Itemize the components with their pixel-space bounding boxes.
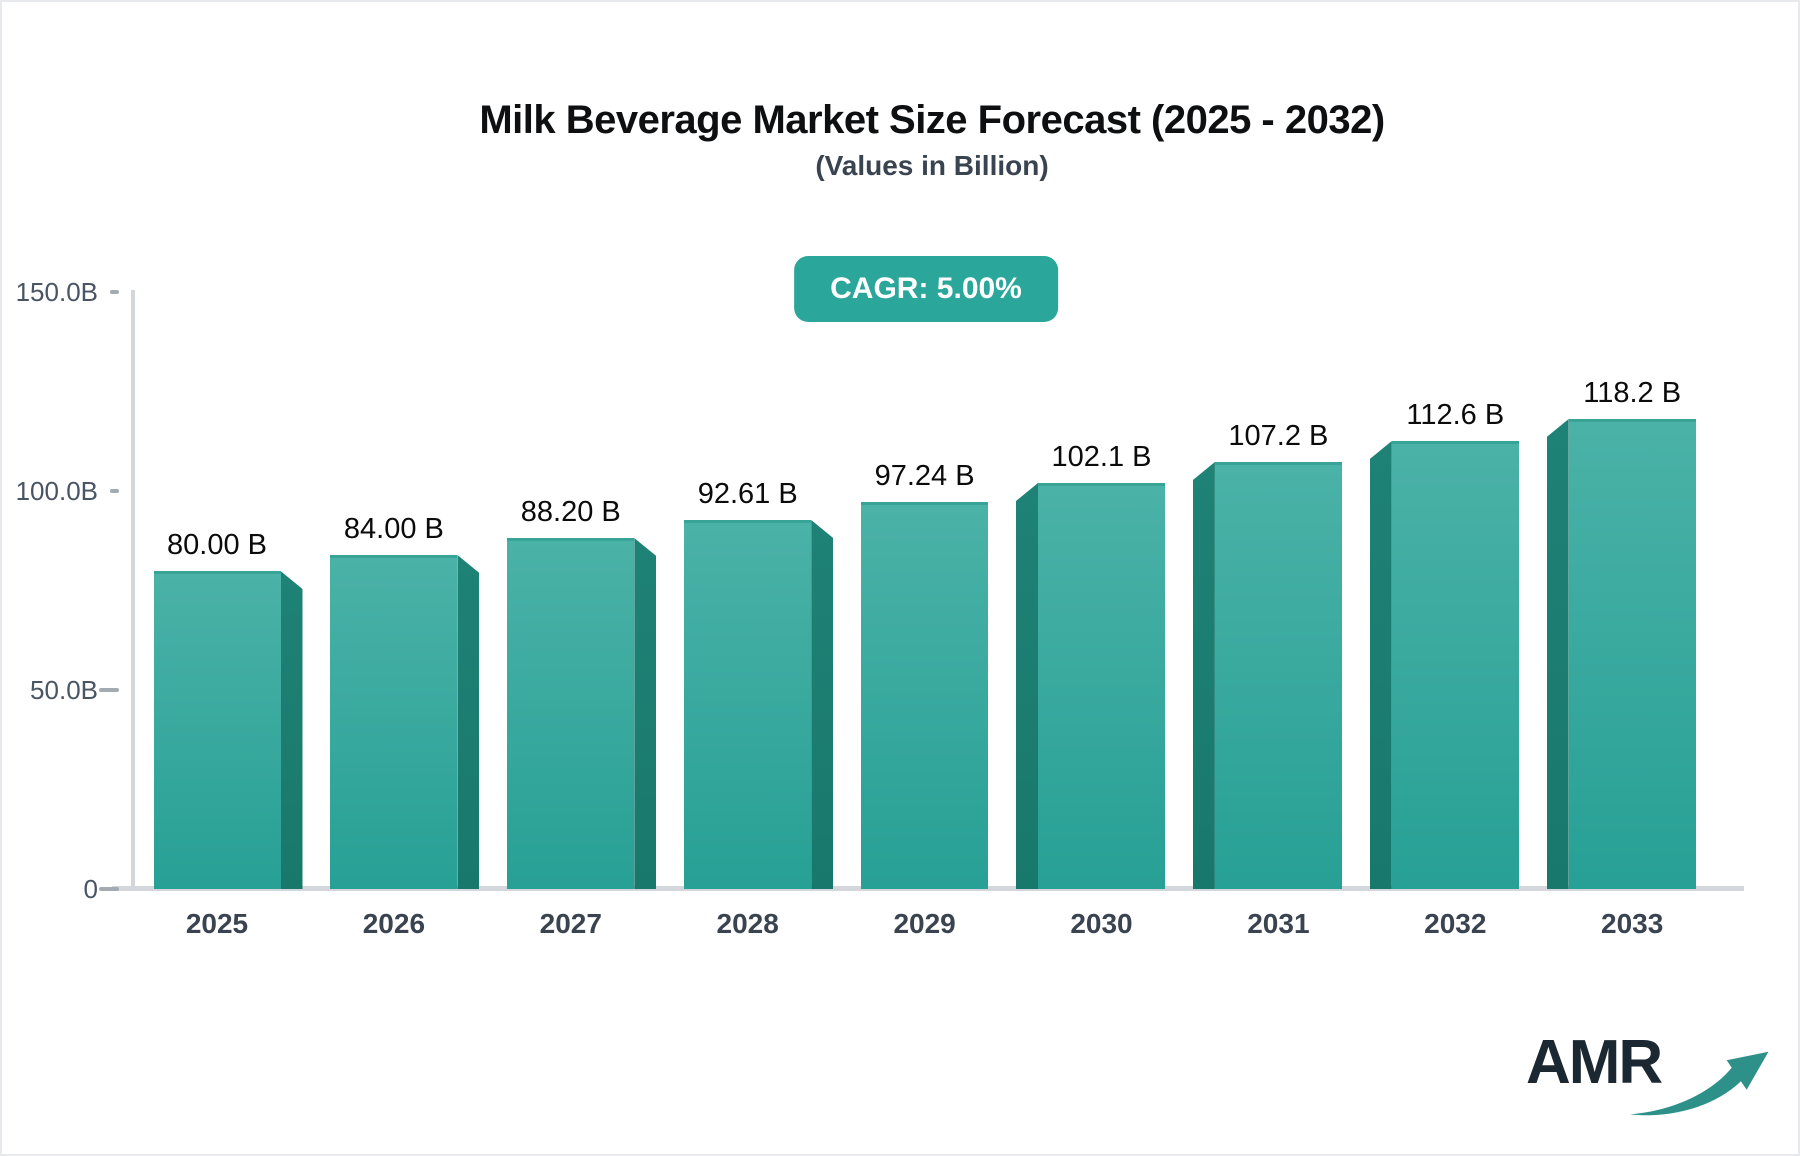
bar-value-label: 88.20 B	[520, 496, 621, 528]
bar	[1391, 441, 1519, 889]
y-tick-label: 150.0B	[15, 277, 98, 307]
amr-logo: AMR	[1526, 1032, 1786, 1124]
bar-3d-side	[1546, 419, 1569, 889]
x-axis-label: 2025	[185, 908, 249, 939]
x-axis-label: 2033	[1601, 908, 1664, 939]
y-tick-label: 0	[83, 874, 98, 904]
y-tick-mark	[99, 887, 119, 891]
x-axis-label: 2029	[893, 908, 956, 939]
chart-subtitle: (Values in Billion)	[815, 150, 1049, 181]
bar-value-label: 84.00 B	[343, 513, 444, 545]
y-tick-label: 100.0B	[15, 476, 98, 506]
x-axis-label: 2030	[1070, 908, 1133, 939]
y-tick-mark	[110, 489, 119, 493]
bar-3d-side	[811, 520, 834, 889]
y-tick-mark	[99, 688, 119, 692]
y-tick-label: 50.0B	[30, 675, 98, 705]
bar	[330, 555, 458, 889]
bar-value-label: 118.2 B	[1583, 377, 1682, 409]
bar	[507, 538, 635, 889]
logo-text: AMR	[1526, 1028, 1663, 1097]
y-axis-line	[131, 290, 135, 891]
x-axis-label: 2028	[716, 908, 779, 939]
bar	[1038, 483, 1165, 889]
bar	[684, 520, 812, 889]
bar-3d-side	[1016, 483, 1038, 889]
chart-title: Milk Beverage Market Size Forecast (2025…	[479, 98, 1385, 142]
x-axis-label: 2027	[539, 908, 602, 939]
bar-value-label: 92.61 B	[697, 478, 798, 510]
x-axis-label: 2031	[1247, 908, 1310, 939]
bar-3d-side	[280, 571, 303, 889]
x-axis-label: 2032	[1424, 908, 1487, 939]
bar-3d-side	[634, 538, 657, 889]
cagr-badge: CAGR: 5.00%	[794, 256, 1058, 322]
bar-3d-side	[1192, 462, 1215, 889]
bar-3d-side	[457, 555, 480, 889]
bar-value-label: 107.2 B	[1228, 420, 1329, 452]
bar-value-label: 80.00 B	[167, 529, 267, 561]
bar-3d-side	[1369, 441, 1392, 889]
y-tick-mark	[110, 290, 119, 294]
bar-value-label: 102.1 B	[1051, 441, 1152, 473]
bar-value-label: 112.6 B	[1406, 399, 1505, 431]
logo-arrow-icon	[1629, 1051, 1769, 1116]
bar	[861, 502, 989, 889]
bar	[153, 571, 281, 889]
bar	[1568, 419, 1696, 889]
x-axis-label: 2026	[362, 908, 426, 939]
bar-value-label: 97.24 B	[874, 460, 975, 492]
bar	[1214, 462, 1342, 889]
